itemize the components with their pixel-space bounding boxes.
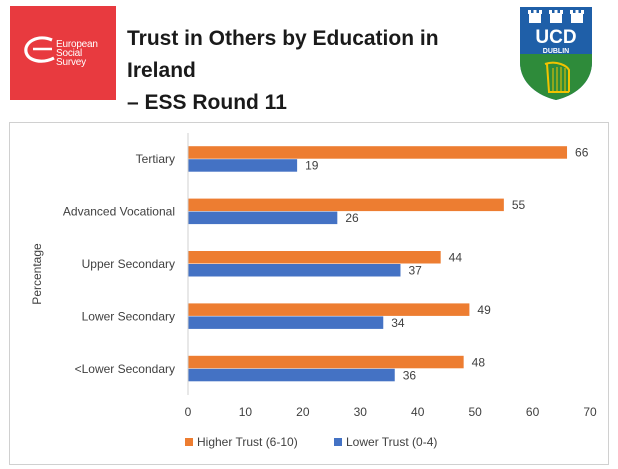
bar-higher-trust bbox=[188, 355, 464, 369]
ucd-logo: UCD DUBLIN bbox=[520, 7, 592, 100]
ess-logo-text: European Social Survey bbox=[56, 39, 98, 68]
legend-swatch-higher-trust bbox=[185, 438, 193, 446]
data-label: 19 bbox=[305, 159, 319, 173]
bar-lower-trust bbox=[188, 264, 401, 277]
x-tick-label: 60 bbox=[526, 405, 540, 419]
legend-swatch-lower-trust bbox=[334, 438, 342, 446]
legend-label-lower-trust: Lower Trust (0-4) bbox=[346, 435, 437, 449]
x-tick-label: 40 bbox=[411, 405, 425, 419]
category-label: Advanced Vocational bbox=[63, 205, 175, 219]
bar-lower-trust bbox=[188, 159, 298, 172]
page-title-line-2: – ESS Round 11 bbox=[127, 91, 287, 114]
bar-lower-trust bbox=[188, 316, 384, 329]
data-label: 36 bbox=[403, 368, 417, 382]
harp-icon bbox=[544, 61, 570, 93]
data-label: 55 bbox=[512, 198, 526, 212]
x-tick-label: 70 bbox=[583, 405, 597, 419]
data-label: 26 bbox=[345, 211, 359, 225]
bar-lower-trust bbox=[188, 211, 338, 225]
x-tick-label: 10 bbox=[239, 405, 253, 419]
ucd-logo-text: UCD bbox=[535, 27, 576, 48]
x-tick-label: 50 bbox=[468, 405, 482, 419]
data-label: 34 bbox=[391, 316, 405, 330]
legend-label-higher-trust: Higher Trust (6-10) bbox=[197, 435, 298, 449]
bar-higher-trust bbox=[188, 251, 441, 264]
data-label: 49 bbox=[477, 303, 491, 317]
y-axis-label: Percentage bbox=[30, 243, 44, 305]
x-tick-label: 0 bbox=[185, 405, 192, 419]
data-label: 48 bbox=[472, 355, 486, 369]
category-label: Lower Secondary bbox=[82, 309, 175, 323]
category-label: <Lower Secondary bbox=[75, 362, 175, 376]
bar-higher-trust bbox=[188, 146, 568, 159]
page-title-line-1: Trust in Others by Education in Ireland bbox=[127, 27, 439, 82]
chart-frame: Tertiary Advanced Vocational Upper Seconda… bbox=[9, 122, 609, 465]
ess-logo: European Social Survey bbox=[10, 6, 116, 100]
category-label: Upper Secondary bbox=[82, 257, 175, 271]
x-tick-label: 30 bbox=[354, 405, 368, 419]
trust-bar-chart: Tertiary Advanced Vocational Upper Seconda… bbox=[30, 133, 597, 449]
data-label: 37 bbox=[408, 264, 422, 278]
bar-higher-trust bbox=[188, 198, 504, 212]
x-tick-label: 20 bbox=[296, 405, 310, 419]
ess-swoosh-icon bbox=[24, 36, 55, 63]
bar-higher-trust bbox=[188, 303, 470, 316]
page-title: Trust in Others by Education in Ireland … bbox=[127, 23, 507, 119]
data-label: 66 bbox=[575, 146, 589, 160]
category-label: Tertiary bbox=[136, 152, 175, 166]
data-label: 44 bbox=[449, 251, 463, 265]
bar-lower-trust bbox=[188, 368, 395, 382]
ucd-logo-subtext: DUBLIN bbox=[543, 48, 569, 55]
